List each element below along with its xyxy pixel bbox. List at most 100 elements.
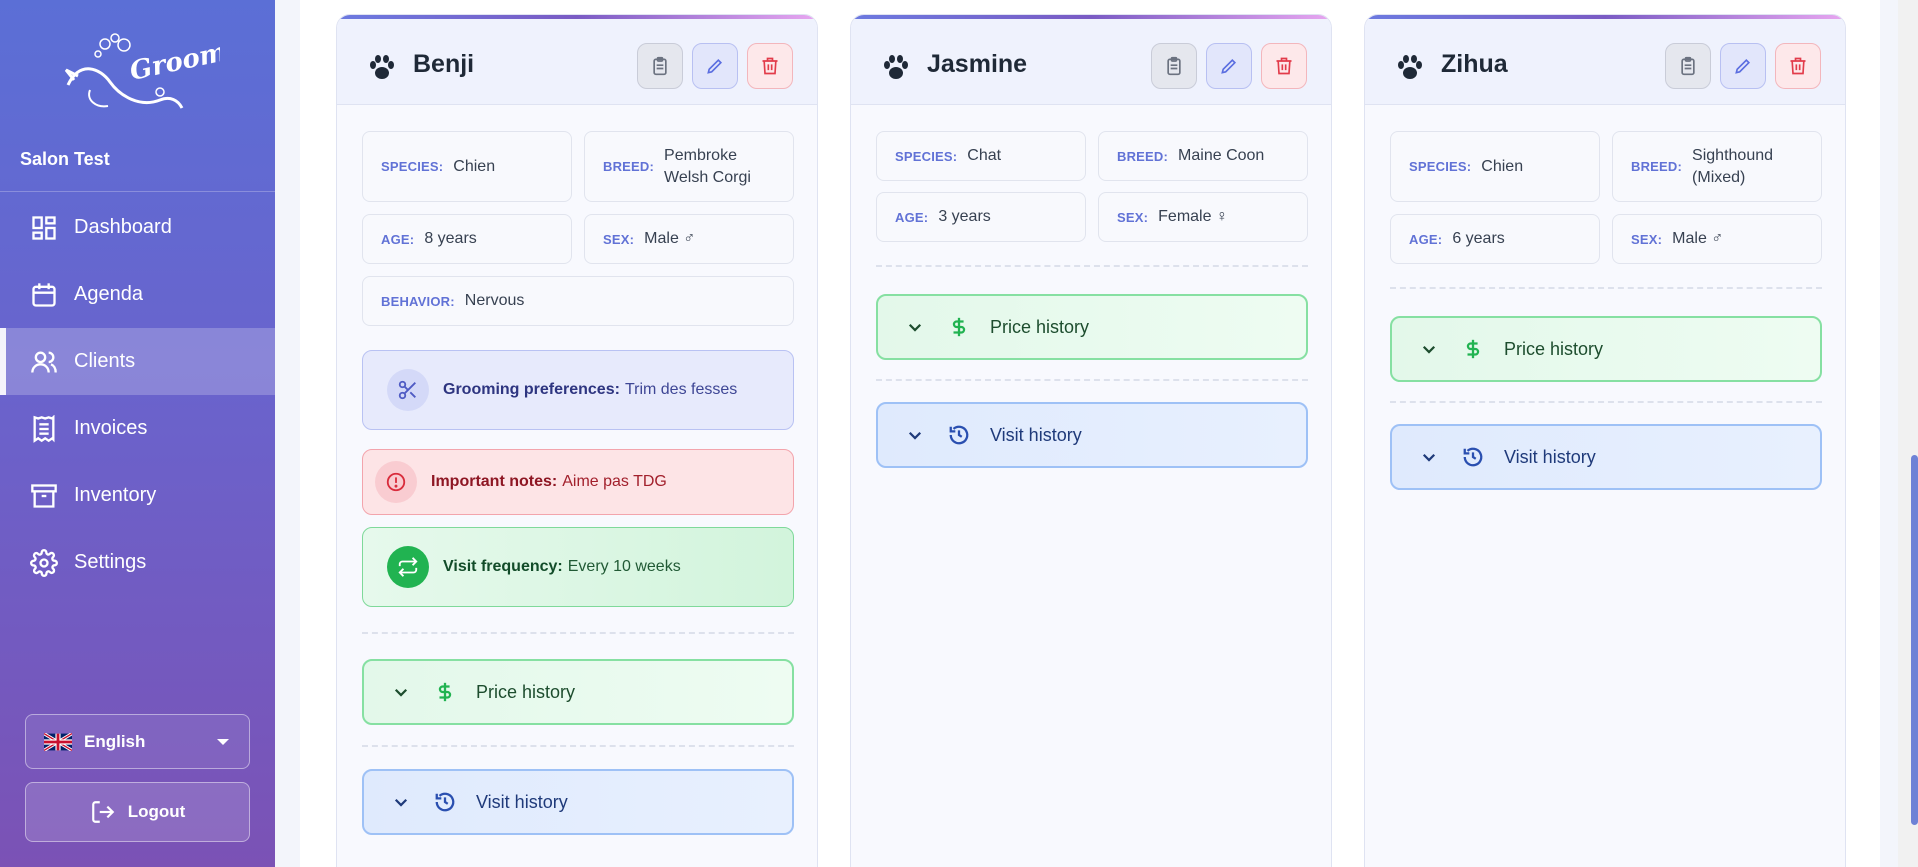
main-content: Benji SPECIES: Chien BREED: Pembroke Wel… — [300, 0, 1880, 867]
delete-button[interactable] — [747, 43, 793, 89]
breed-label: BREED: — [1631, 159, 1683, 174]
logout-icon — [91, 801, 114, 823]
pet-name: Benji — [413, 50, 475, 78]
species-value: Chien — [1481, 157, 1524, 175]
sidebar-item-label: Settings — [74, 551, 147, 573]
calendar-icon — [32, 282, 56, 307]
visit-history-label: Visit history — [990, 424, 1082, 445]
details-button[interactable] — [1665, 43, 1711, 89]
invoice-icon — [33, 414, 55, 443]
sidebar-item-label: Inventory — [74, 484, 157, 506]
sex-value: Male ♂ — [644, 230, 696, 247]
age-field: AGE: 8 years — [362, 214, 572, 264]
details-button[interactable] — [637, 43, 683, 89]
species-value: Chien — [453, 157, 496, 175]
visit-history-toggle[interactable]: Visit history — [876, 402, 1308, 468]
price-history-label: Price history — [476, 681, 576, 702]
species-field: SPECIES: Chien — [362, 131, 572, 202]
breed-label: BREED: — [603, 159, 655, 174]
species-field: SPECIES: Chat — [876, 131, 1086, 181]
sidebar-item-invoices[interactable]: Invoices — [0, 395, 275, 462]
sidebar-item-inventory[interactable]: Inventory — [0, 462, 275, 529]
sidebar-item-clients[interactable]: Clients — [0, 328, 275, 395]
sidebar-item-agenda[interactable]: Agenda — [0, 261, 275, 328]
paw-icon — [370, 55, 394, 79]
edit-button[interactable] — [1206, 43, 1252, 89]
card-accent-bar — [337, 15, 817, 19]
price-history-label: Price history — [990, 316, 1090, 337]
language-select[interactable]: English — [25, 714, 250, 769]
grooming-label: Grooming preferences: — [443, 381, 620, 398]
pet-card: Benji SPECIES: Chien BREED: Pembroke Wel… — [336, 14, 818, 867]
visit-history-toggle[interactable]: Visit history — [1390, 424, 1822, 490]
notes-value: Aime pas TDG — [562, 473, 667, 490]
chevron-down-icon — [394, 798, 408, 807]
price-history-toggle[interactable]: Price history — [876, 294, 1308, 360]
history-icon — [1463, 447, 1483, 467]
sex-label: SEX: — [1631, 231, 1663, 247]
paw-icon — [1398, 55, 1422, 79]
sex-field: SEX: Female ♀ — [1098, 192, 1308, 242]
sidebar-nav: Dashboard Agenda Clients Invoices Invent… — [0, 194, 275, 596]
gear-icon — [30, 548, 58, 577]
sidebar-item-label: Agenda — [74, 283, 143, 305]
important-notes: Important notes: Aime pas TDG — [362, 449, 794, 515]
clipboard-icon — [653, 56, 667, 76]
scissors-icon — [387, 369, 429, 411]
clipboard-icon — [1681, 56, 1695, 76]
users-icon — [31, 351, 57, 373]
delete-button[interactable] — [1261, 43, 1307, 89]
visit-history-label: Visit history — [476, 791, 568, 812]
section-divider — [1390, 287, 1822, 289]
trash-icon — [1276, 57, 1292, 75]
section-divider — [362, 745, 794, 747]
logout-button[interactable]: Logout — [25, 782, 250, 842]
sidebar-item-dashboard[interactable]: Dashboard — [0, 194, 275, 261]
age-field: AGE: 6 years — [1390, 214, 1600, 264]
pencil-icon — [707, 58, 723, 74]
visit-history-toggle[interactable]: Visit history — [362, 769, 794, 835]
logout-label: Logout — [127, 802, 186, 821]
breed-value: Sighthound (Mixed) — [1692, 146, 1774, 186]
notes-label: Important notes: — [431, 473, 558, 490]
breed-value: Maine Coon — [1178, 147, 1265, 164]
visit-history-label: Visit history — [1504, 446, 1596, 467]
card-accent-bar — [1365, 15, 1845, 19]
grooming-value: Trim des fesses — [624, 381, 738, 398]
paw-icon — [884, 55, 908, 79]
delete-button[interactable] — [1775, 43, 1821, 89]
chevron-down-icon — [1422, 453, 1436, 462]
pencil-icon — [1735, 58, 1751, 74]
trash-icon — [762, 57, 778, 75]
sex-field: SEX: Male ♂ — [1612, 214, 1822, 264]
details-button[interactable] — [1151, 43, 1197, 89]
price-history-toggle[interactable]: Price history — [362, 659, 794, 725]
edit-button[interactable] — [692, 43, 738, 89]
history-icon — [949, 425, 969, 445]
chevron-down-icon — [1422, 345, 1436, 354]
price-history-toggle[interactable]: Price history — [1390, 316, 1822, 382]
chevron-down-icon — [394, 688, 408, 697]
clipboard-icon — [1167, 56, 1181, 76]
groomi-logo: Groomi — [60, 30, 239, 120]
scrollbar-thumb[interactable] — [1911, 455, 1918, 825]
species-label: SPECIES: — [895, 148, 958, 164]
history-icon — [435, 792, 455, 812]
breed-field: BREED: Pembroke Welsh Corgi — [584, 131, 794, 202]
age-label: AGE: — [381, 231, 415, 247]
repeat-icon — [387, 546, 429, 588]
age-label: AGE: — [1409, 231, 1443, 247]
section-divider — [362, 632, 794, 634]
card-header: Jasmine — [851, 19, 1331, 105]
breed-label: BREED: — [1117, 148, 1169, 164]
behavior-value: Nervous — [464, 292, 525, 309]
species-label: SPECIES: — [381, 159, 444, 174]
sidebar-divider — [0, 191, 275, 192]
sidebar-item-settings[interactable]: Settings — [0, 529, 275, 596]
edit-button[interactable] — [1720, 43, 1766, 89]
age-value: 3 years — [938, 208, 991, 225]
species-field: SPECIES: Chien — [1390, 131, 1600, 202]
species-value: Chat — [967, 147, 1002, 164]
sidebar: Groomi Salon Test Dashboard Agenda Clien… — [0, 0, 275, 867]
price-history-label: Price history — [1504, 338, 1604, 359]
